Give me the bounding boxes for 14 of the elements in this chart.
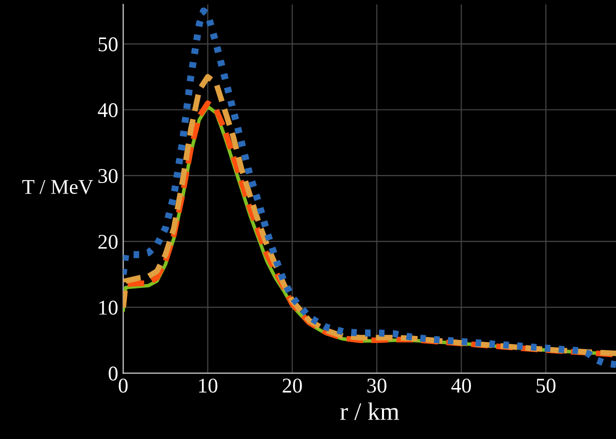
- y-tick-label: 50: [98, 37, 118, 52]
- x-tick-label: 0: [118, 378, 128, 393]
- y-tick-label: 10: [99, 300, 118, 315]
- x-tick-label: 20: [282, 378, 302, 393]
- x-tick-label: 10: [199, 378, 218, 393]
- x-tick-label: 50: [536, 378, 556, 393]
- y-tick-label: 30: [98, 168, 118, 184]
- y-axis-title: T / MeV: [22, 180, 94, 194]
- y-tick-label: 20: [98, 234, 118, 249]
- x-tick-label: 40: [451, 378, 471, 393]
- y-tick-label: 40: [98, 103, 118, 118]
- x-axis-title: r / km: [340, 402, 400, 420]
- x-tick-label: 30: [367, 378, 386, 393]
- y-tick-label: 0: [108, 366, 118, 381]
